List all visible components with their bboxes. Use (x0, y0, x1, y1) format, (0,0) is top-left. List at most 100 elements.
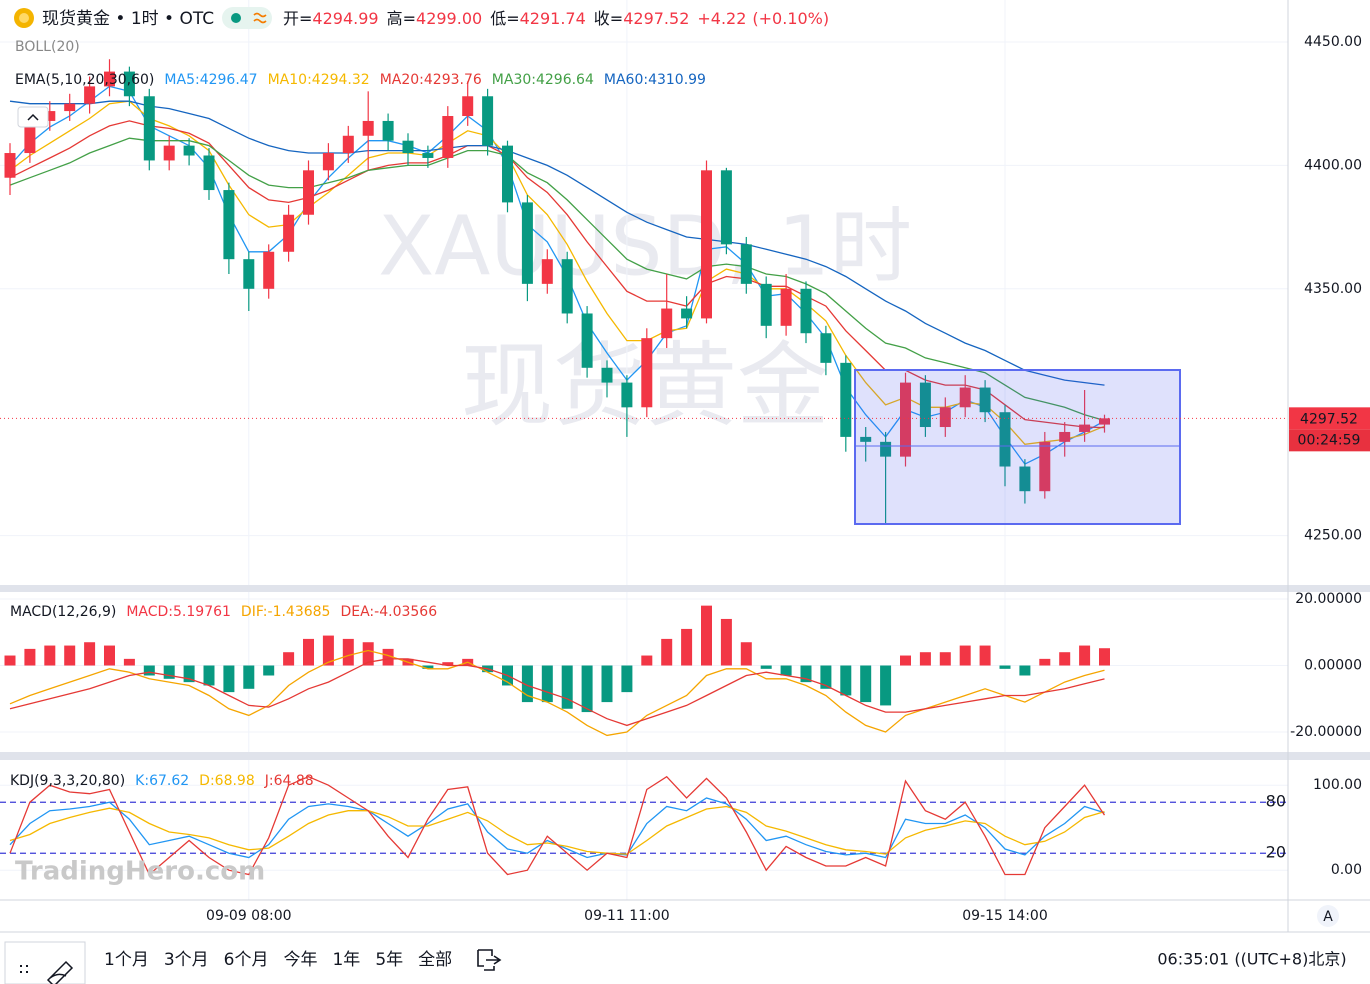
auto-scale-button[interactable] (1317, 905, 1339, 927)
candle-body (422, 153, 434, 158)
macd-bar (979, 645, 991, 666)
macd-bar (561, 665, 573, 709)
candle-body (243, 259, 255, 289)
macd-bar (64, 645, 76, 666)
kdj-legend[interactable]: KDJ(9,3,3,20,80) K:67.62 D:68.98 J:64.88 (10, 773, 314, 789)
macd-bar (422, 665, 434, 669)
legend-name: MA5: (164, 72, 199, 88)
macd-bar (223, 665, 235, 693)
macd-bar (681, 628, 693, 666)
legend-name: MA30: (492, 72, 536, 88)
pane-separator (0, 752, 1370, 760)
candle-body (601, 367, 613, 383)
candle-body (979, 387, 991, 413)
indicator-line (9, 658, 1105, 727)
candle-body (203, 155, 215, 191)
x-tick-label: 09-15 14:00 (962, 908, 1047, 924)
range-button[interactable]: 今年 (283, 950, 317, 970)
candle-body (760, 283, 772, 326)
ema-legend[interactable]: EMA(5,10,20,30,60) MA5:4296.47 MA10:4294.3… (15, 72, 706, 88)
macd-bar (541, 665, 553, 703)
candle-body (800, 288, 812, 334)
boll-label[interactable]: BOLL(20) (15, 39, 80, 55)
legend-value: 4296.64 (536, 72, 594, 88)
candle-body (860, 436, 872, 442)
ohlc-label: 开= (283, 9, 312, 28)
macd-bar (442, 662, 454, 666)
candle-body (322, 153, 334, 171)
candle-body (780, 288, 792, 326)
range-button[interactable]: 全部 (418, 950, 452, 970)
range-button[interactable]: 5年 (375, 950, 403, 970)
legend-value: 4294.32 (312, 72, 370, 88)
range-button[interactable]: 6个月 (224, 950, 269, 970)
candle-body (123, 71, 135, 97)
candle-body (581, 313, 593, 368)
macd-bar (143, 665, 155, 676)
plot (4, 59, 1110, 876)
candle-body (919, 382, 931, 428)
legend-name: J: (264, 773, 274, 789)
macd-bar (1079, 645, 1091, 666)
macd-bar (44, 645, 56, 666)
macd-bar (601, 665, 613, 703)
clock[interactable]: 06:35:01 ((UTC+8)北京) (1157, 950, 1346, 969)
candle-body (561, 259, 573, 314)
y-tick-label: 100.00 (1313, 777, 1362, 793)
auto-scale-label[interactable]: A (1323, 909, 1333, 925)
watermark-symbol: XAUUSD, 1时 (378, 199, 912, 294)
candle-body (880, 441, 892, 457)
candle-body (1039, 441, 1051, 492)
macd-bar (283, 652, 295, 666)
macd-bar (760, 665, 772, 669)
countdown-box (1289, 429, 1370, 452)
macd-bar (263, 665, 275, 676)
kdj-level-label: 20 (1266, 843, 1286, 862)
collapse-icon (27, 113, 39, 121)
macd-bar (999, 665, 1011, 669)
macd-bar (1039, 658, 1051, 666)
y-tick-label: 0.00 (1331, 862, 1362, 878)
range-button[interactable]: 3个月 (164, 950, 209, 970)
candle-body (999, 412, 1011, 467)
candle-body (382, 120, 394, 141)
macd-bar (303, 638, 314, 666)
collapse-legend-button[interactable] (17, 106, 49, 128)
legend-name: K: (135, 773, 149, 789)
change-value: +4.22 (697, 9, 746, 28)
macd-legend[interactable]: MACD(12,26,9) MACD:5.19761 DIF:-1.43685 DEA… (10, 604, 437, 620)
x-tick-label: 09-11 11:00 (584, 908, 669, 924)
candle-body (641, 338, 653, 408)
ohlc-value: 4299.00 (416, 9, 482, 28)
candle-body (900, 382, 911, 457)
legend-value: 4293.76 (424, 72, 482, 88)
y-tick-label: 4250.00 (1304, 528, 1362, 544)
macd-bar (183, 665, 195, 683)
x-tick-label: 09-09 08:00 (206, 908, 291, 924)
candle-body (740, 244, 752, 284)
compare-icon[interactable] (477, 949, 502, 971)
macd-bar (661, 638, 673, 666)
kdj-title: KDJ(9,3,3,20,80) (10, 773, 125, 789)
y-tick-label: 20.00000 (1295, 591, 1362, 607)
drawing-tool-panel[interactable] (4, 941, 86, 984)
symbol-icon-inner (19, 13, 29, 23)
macd-bar (720, 618, 732, 666)
candle-body (84, 86, 96, 104)
range-button[interactable]: 1年 (332, 950, 360, 970)
market-status-badge[interactable] (222, 7, 272, 29)
y-tick-label: -20.00000 (1290, 724, 1362, 740)
kdj-level-label: 80 (1266, 792, 1286, 811)
ohlc-value: 4297.52 (623, 9, 689, 28)
draw-icon[interactable] (46, 960, 74, 984)
legend-name: MA20: (380, 72, 424, 88)
legend-value: 68.98 (215, 773, 255, 789)
candle-body (104, 71, 115, 87)
macd-bar (919, 652, 931, 666)
ohlc-label: 收= (594, 9, 623, 28)
symbol-title[interactable]: 现货黄金 • 1时 • OTC (42, 9, 214, 29)
legend-name: MA60: (604, 72, 648, 88)
drawn-rectangle[interactable] (854, 369, 1181, 525)
range-button[interactable]: 1个月 (104, 950, 149, 970)
